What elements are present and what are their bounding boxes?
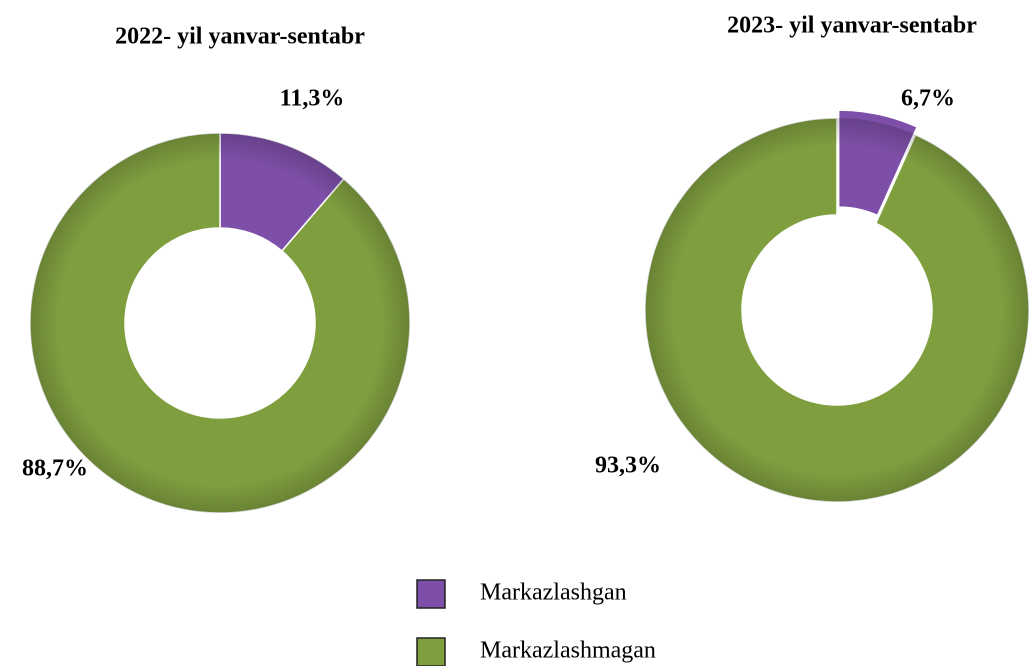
data-label: 88,7% xyxy=(22,456,88,482)
donut-segment xyxy=(644,117,1029,503)
data-label: 93,3% xyxy=(595,453,661,479)
chart-title: 2022- yil yanvar-sentabr xyxy=(115,24,365,50)
legend-label: Markazlashmagan xyxy=(480,638,656,664)
legend-swatch xyxy=(416,637,446,666)
legend-label: Markazlashgan xyxy=(480,580,627,606)
chart-title: 2023- yil yanvar-sentabr xyxy=(727,13,977,39)
legend-swatch xyxy=(416,579,446,609)
data-label: 6,7% xyxy=(901,86,955,112)
data-label: 11,3% xyxy=(280,86,345,112)
